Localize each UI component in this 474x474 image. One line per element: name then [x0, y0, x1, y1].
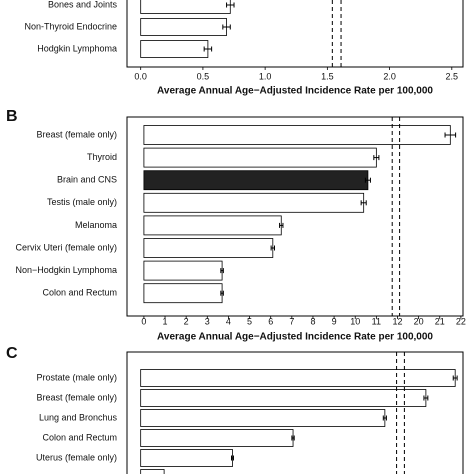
bar	[143, 192, 365, 213]
x-tick-label: 2.0	[383, 71, 396, 81]
x-tick-label: 9	[332, 316, 337, 326]
x-axis-title: Average Annual Age−Adjusted Incidence Ra…	[157, 332, 433, 343]
x-tick-label: 21	[435, 316, 445, 326]
category-label: Uterus (female only)	[36, 452, 117, 462]
bar	[140, 469, 165, 474]
x-tick-label: 1.0	[259, 71, 272, 81]
bar	[140, 0, 231, 14]
category-label: Prostate (male only)	[36, 372, 117, 382]
category-label: Brain and CNS	[57, 175, 117, 185]
category-label: Lung and Bronchus	[39, 412, 118, 422]
bar	[140, 389, 427, 407]
x-tick-label: 0.5	[197, 71, 210, 81]
panel-label: B	[6, 108, 18, 125]
x-tick-label: 11	[372, 316, 381, 326]
x-tick-label: 22	[456, 316, 466, 326]
category-label: Colon and Rectum	[42, 432, 117, 442]
category-label: Non−Hodgkin Lymphoma	[16, 265, 117, 275]
bar	[143, 283, 223, 304]
panel-frame	[126, 116, 464, 317]
bar	[140, 369, 456, 387]
bar	[143, 260, 223, 281]
category-label: Non-Thyroid Endocrine	[24, 21, 117, 31]
bar	[140, 18, 227, 36]
x-tick-label: 2	[184, 316, 189, 326]
category-label: Testis (male only)	[47, 197, 117, 207]
category-label: Cervix Uteri (female only)	[15, 242, 117, 252]
bar	[143, 147, 377, 168]
x-tick-label: 6	[268, 316, 273, 326]
x-tick-label: 8	[310, 316, 315, 326]
bar	[143, 125, 451, 145]
bar	[140, 409, 386, 427]
bar	[140, 40, 209, 58]
panel-label: C	[6, 345, 18, 362]
x-tick-label: 20	[414, 316, 424, 326]
x-tick-label: 7	[289, 316, 294, 326]
panel-frame	[126, 0, 464, 68]
x-tick-label: 0	[141, 316, 146, 326]
x-tick-label: 3	[205, 316, 210, 326]
category-label: Melanoma	[75, 220, 117, 230]
x-tick-label: 12	[392, 316, 402, 326]
x-tick-label: 5	[247, 316, 252, 326]
x-tick-label: 0.0	[134, 71, 147, 81]
panel-frame	[126, 351, 464, 474]
bar	[140, 429, 294, 447]
bar	[143, 238, 274, 258]
x-axis-title: Average Annual Age−Adjusted Incidence Ra…	[157, 86, 433, 97]
category-label: Bones and Joints	[48, 0, 118, 9]
x-tick-label: 4	[226, 316, 231, 326]
x-tick-label: 2.5	[446, 71, 459, 81]
category-label: Breast (female only)	[36, 392, 117, 402]
bar	[143, 215, 282, 236]
x-tick-label: 1	[163, 316, 168, 326]
category-label: Breast (female only)	[36, 129, 117, 139]
x-tick-label: 1.5	[321, 71, 334, 81]
category-label: Colon and Rectum	[42, 288, 117, 298]
x-tick-label: 10	[350, 316, 360, 326]
category-label: Hodgkin Lymphoma	[37, 43, 117, 53]
bar	[143, 170, 369, 191]
category-label: Thyroid	[87, 152, 117, 162]
bar	[140, 449, 233, 467]
